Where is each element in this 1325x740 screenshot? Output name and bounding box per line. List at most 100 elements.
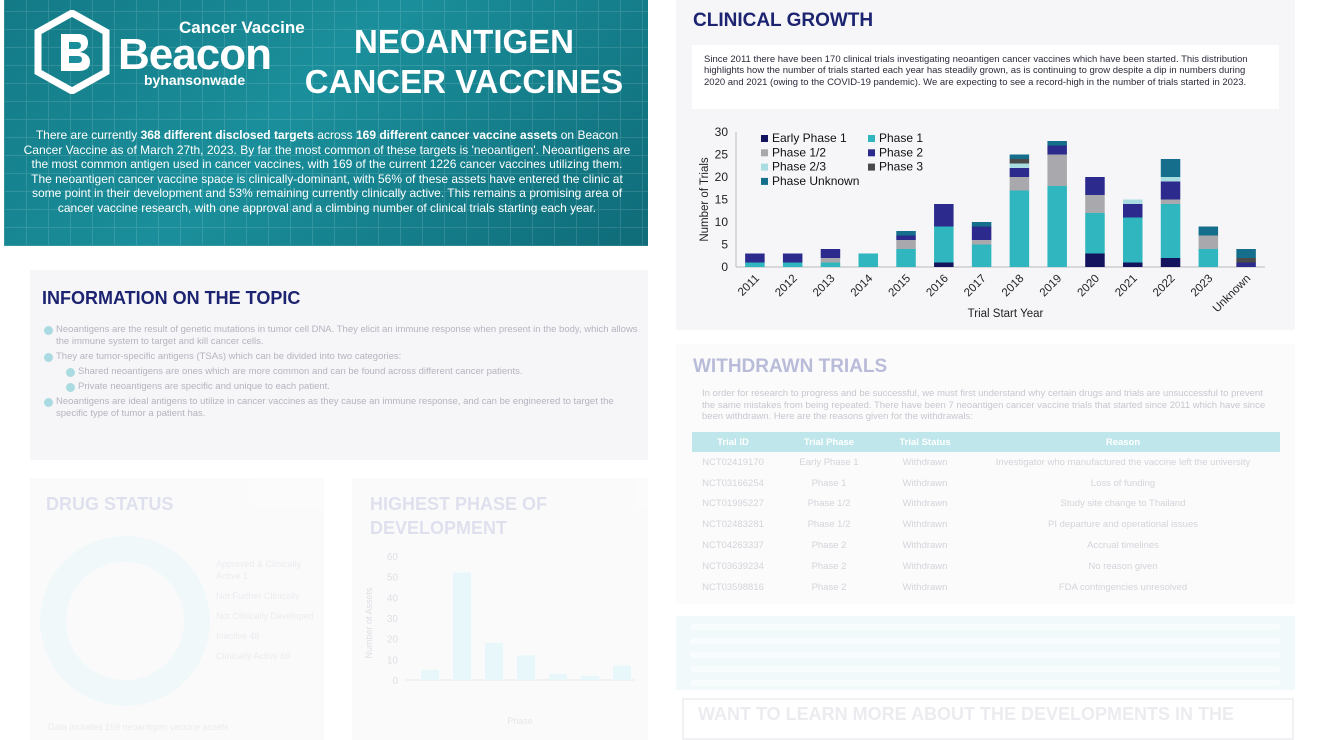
bar-segment — [1085, 177, 1105, 195]
highest-phase-title: HIGHEST PHASE OF DEVELOPMENT — [370, 492, 547, 540]
bar — [613, 665, 631, 680]
bar-segment — [1009, 177, 1030, 191]
y-tick-label: 25 — [715, 148, 729, 162]
bar — [517, 655, 535, 680]
table-cell: Withdrawn — [902, 560, 948, 572]
table-cell: Study site change to Thailand — [1060, 498, 1186, 510]
y-tick-label: 15 — [715, 193, 729, 207]
y-axis-label: Number of Trials — [699, 157, 711, 242]
withdrawn-trials-title: WITHDRAWN TRIALS — [693, 356, 888, 377]
list-item: Shared neoantigens are ones which are mo… — [44, 366, 639, 378]
x-tick-label: 2018 — [1000, 273, 1027, 300]
bar — [581, 675, 599, 680]
clinical-growth-description: Since 2011 there have been 170 clinical … — [692, 45, 1279, 109]
bar-segment — [1160, 159, 1181, 177]
bar-segment — [745, 262, 765, 267]
y-tick-label: 0 — [721, 260, 728, 274]
legend-label: Early Phase 1 — [772, 131, 847, 145]
table-row: NCT02483281 Phase 1/2 Withdrawn PI departur… — [692, 514, 1280, 535]
table-cell: PI departure and operational issues — [1048, 519, 1198, 531]
column-header: Trial Phase — [774, 432, 884, 452]
table-cell: Withdrawn — [902, 519, 948, 531]
page-title-line1: NEOANTIGEN — [353, 23, 574, 60]
bar-segment — [896, 231, 916, 236]
x-tick-label: 2022 — [1151, 273, 1178, 300]
legend-swatch — [761, 177, 768, 185]
bar-segment — [896, 240, 916, 249]
learn-more-text: WANT TO LEARN MORE ABOUT THE DEVELOPMENT… — [698, 704, 1235, 724]
highest-phase-title-line2: DEVELOPMENT — [370, 518, 508, 538]
bar-segment — [820, 258, 841, 263]
hero-banner: Cancer Vaccine Beacon byhansonwade NEOAN… — [4, 0, 648, 246]
list-item-text: They are tumor-specific antigens (TSAs) … — [56, 351, 402, 362]
bullet-icon — [66, 368, 75, 377]
x-tick-label: 2020 — [1076, 273, 1103, 300]
x-tick-label: 2011 — [736, 273, 762, 299]
bar-segment — [782, 253, 803, 263]
drug-status-donut-chart — [40, 536, 210, 706]
hero-background-pattern — [4, 0, 648, 246]
y-tick-label: 60 — [387, 552, 399, 563]
table-cell: NCT01995227 — [702, 498, 764, 510]
bar-segment — [1009, 168, 1030, 177]
information-list: Neoantigens are the result of genetic mu… — [44, 324, 639, 423]
column-header: Trial ID — [692, 432, 774, 452]
list-item: Neoantigens are the result of genetic mu… — [44, 324, 639, 348]
bar-segment — [1160, 181, 1181, 200]
y-axis-label: Number of Assets — [364, 587, 374, 659]
bar-segment — [934, 226, 954, 263]
bar-segment — [1160, 204, 1181, 258]
table-header-row: Trial ID Trial Phase Trial Status Reason — [692, 432, 1280, 452]
bar-segment — [1123, 217, 1143, 263]
bar-segment — [1009, 159, 1030, 164]
table-row: NCT03166254 Phase 1 Withdrawn Loss of fundi… — [692, 473, 1280, 494]
bullet-icon — [44, 398, 53, 407]
table-cell: Withdrawn — [902, 456, 948, 468]
list-item: Private neoantigens are specific and uni… — [44, 381, 639, 393]
legend-label: Phase 3 — [879, 160, 923, 174]
table-cell: NCT03598816 — [702, 581, 764, 593]
legend-label: Phase Unknown — [772, 174, 859, 188]
trials-stacked-bar-chart: 0 5 10 15 20 25 30 Number of Trials Trial Start … — [699, 125, 1265, 320]
bar-segment — [971, 240, 992, 245]
bullet-icon — [44, 353, 53, 362]
bar-segment — [1198, 235, 1219, 249]
logo-name: Beacon — [118, 30, 272, 79]
y-tick-label: 30 — [387, 614, 399, 625]
bar-segment — [1047, 145, 1067, 155]
bar-segment — [1236, 262, 1256, 267]
withdrawn-trials-panel: WITHDRAWN TRIALS In order for research t… — [676, 344, 1295, 604]
hero-summary-text: There are currently — [35, 128, 141, 142]
learn-more-banner[interactable]: WANT TO LEARN MORE ABOUT THE DEVELOPMENT… — [682, 698, 1294, 740]
table-cell: NCT04263337 — [702, 540, 764, 552]
hero-summary-text: on Beacon Cancer Vaccine as of March 27t… — [23, 128, 631, 215]
y-tick-label: 20 — [387, 635, 399, 646]
drug-status-panel: DRUG STATUS Approved & Clinically Active… — [30, 478, 324, 740]
bar-segment — [1160, 199, 1181, 204]
bar — [549, 673, 567, 680]
clinical-growth-title: CLINICAL GROWTH — [693, 10, 874, 31]
bar-segment — [896, 235, 916, 240]
x-tick-label: 2016 — [924, 273, 951, 300]
x-axis-label: Trial Start Year — [968, 308, 1044, 320]
table-cell: Withdrawn — [902, 581, 948, 593]
bar — [421, 669, 439, 680]
bar-segment — [1160, 177, 1181, 182]
hexagon-logo-icon — [34, 10, 110, 94]
bar-segment — [971, 244, 992, 267]
table-cell: Phase 2 — [811, 540, 847, 552]
hero-summary-highlight: 368 different disclosed targets — [140, 128, 314, 142]
bar-segment — [1009, 154, 1030, 159]
legend-swatch — [868, 135, 875, 142]
x-tick-label: 2014 — [849, 272, 876, 299]
table-row: NCT02419170 Early Phase 1 Withdrawn Investi… — [692, 452, 1280, 473]
drug-status-legend: Approved & Clinically Active 1 Not Furth… — [216, 558, 316, 670]
bar-segment — [858, 253, 878, 267]
table-cell: Withdrawn — [902, 498, 948, 510]
list-item-text: Neoantigens are ideal antigens to utiliz… — [56, 396, 614, 419]
column-header: Trial Status — [884, 432, 966, 452]
hero-summary-highlight: 169 different cancer vaccine assets — [355, 128, 558, 142]
legend-entry: Not Further Clinically — [216, 591, 300, 601]
bar-segment — [971, 222, 992, 227]
clinical-growth-panel: CLINICAL GROWTH Since 2011 there have be… — [676, 0, 1295, 330]
